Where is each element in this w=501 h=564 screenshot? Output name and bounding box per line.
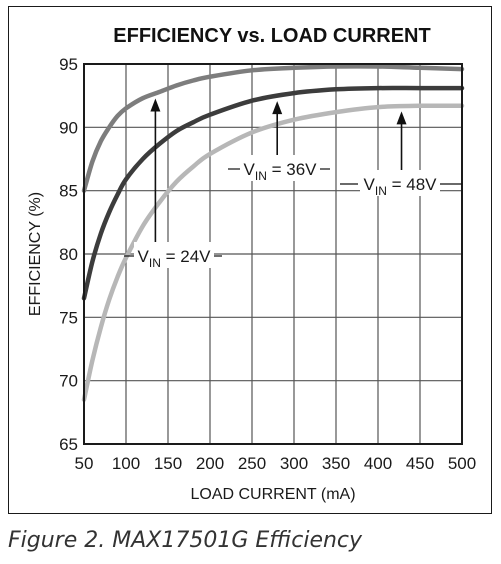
- x-tick-label: 350: [322, 454, 350, 473]
- series-lines: [81, 64, 465, 402]
- annotation-value: 48V: [406, 175, 437, 194]
- efficiency-chart: EFFICIENCY vs. LOAD CURRENT VIN = 24VVIN…: [27, 25, 477, 503]
- series-line-48v: [81, 103, 465, 402]
- annotation-36v: VIN = 36V: [228, 101, 330, 183]
- series-line-36v: [81, 85, 465, 301]
- annotation-prefix: V: [364, 175, 376, 194]
- annotation-value: 36V: [286, 160, 317, 179]
- x-axis-label: LOAD CURRENT (mA): [190, 486, 355, 503]
- annotation-subscript: IN: [149, 256, 161, 270]
- x-tick-label: 450: [406, 454, 434, 473]
- annotation-equals: =: [161, 247, 180, 266]
- annotation-subscript: IN: [375, 184, 387, 198]
- x-tick-label: 100: [112, 454, 140, 473]
- annotation-equals: =: [387, 175, 406, 194]
- y-tick-label: 70: [59, 372, 78, 391]
- annotation-arrowhead: [396, 111, 407, 125]
- x-tick-label: 400: [364, 454, 392, 473]
- annotation-24v: VIN = 24V: [124, 98, 222, 270]
- figure-frame: [8, 6, 492, 514]
- x-tick-label: 300: [280, 454, 308, 473]
- annotation-arrowhead: [272, 101, 283, 115]
- x-tick-labels: 50 100 150 200 250 300 350 400 450 500: [75, 454, 477, 473]
- y-tick-label: 75: [59, 308, 78, 327]
- annotation-arrowhead: [150, 98, 161, 112]
- annotation-label: VIN = 24V: [138, 247, 212, 270]
- annotation-prefix: V: [138, 247, 150, 266]
- chart-title: EFFICIENCY vs. LOAD CURRENT: [113, 25, 430, 47]
- x-tick-label: 500: [448, 454, 476, 473]
- y-tick-labels: 65 70 75 80 85 90 95: [59, 55, 78, 454]
- x-tick-label: 250: [238, 454, 266, 473]
- figure-caption: Figure 2. MAX17501G Efficiency: [8, 528, 363, 553]
- y-tick-label: 90: [59, 118, 78, 137]
- y-axis-label: EFFICIENCY (%): [27, 192, 44, 316]
- annotation-label: VIN = 48V: [364, 175, 438, 198]
- annotation-equals: =: [267, 160, 286, 179]
- series-line-24v: [81, 64, 465, 193]
- annotation-value: 24V: [180, 247, 211, 266]
- annotation-prefix: V: [244, 160, 256, 179]
- x-tick-label: 50: [75, 454, 94, 473]
- x-tick-label: 150: [154, 454, 182, 473]
- annotation-label-bg: [240, 155, 320, 181]
- y-tick-label: 80: [59, 245, 78, 264]
- annotation-label: VIN = 36V: [244, 160, 318, 183]
- y-tick-label: 95: [59, 55, 78, 74]
- annotation-48v: VIN = 48V: [340, 111, 462, 198]
- annotation-label-bg: [134, 242, 214, 268]
- annotation-subscript: IN: [255, 169, 267, 183]
- annotation-label-bg: [360, 170, 440, 196]
- plot-border: [83, 63, 463, 445]
- x-tick-label: 200: [196, 454, 224, 473]
- y-tick-label: 65: [59, 435, 78, 454]
- y-tick-label: 85: [59, 182, 78, 201]
